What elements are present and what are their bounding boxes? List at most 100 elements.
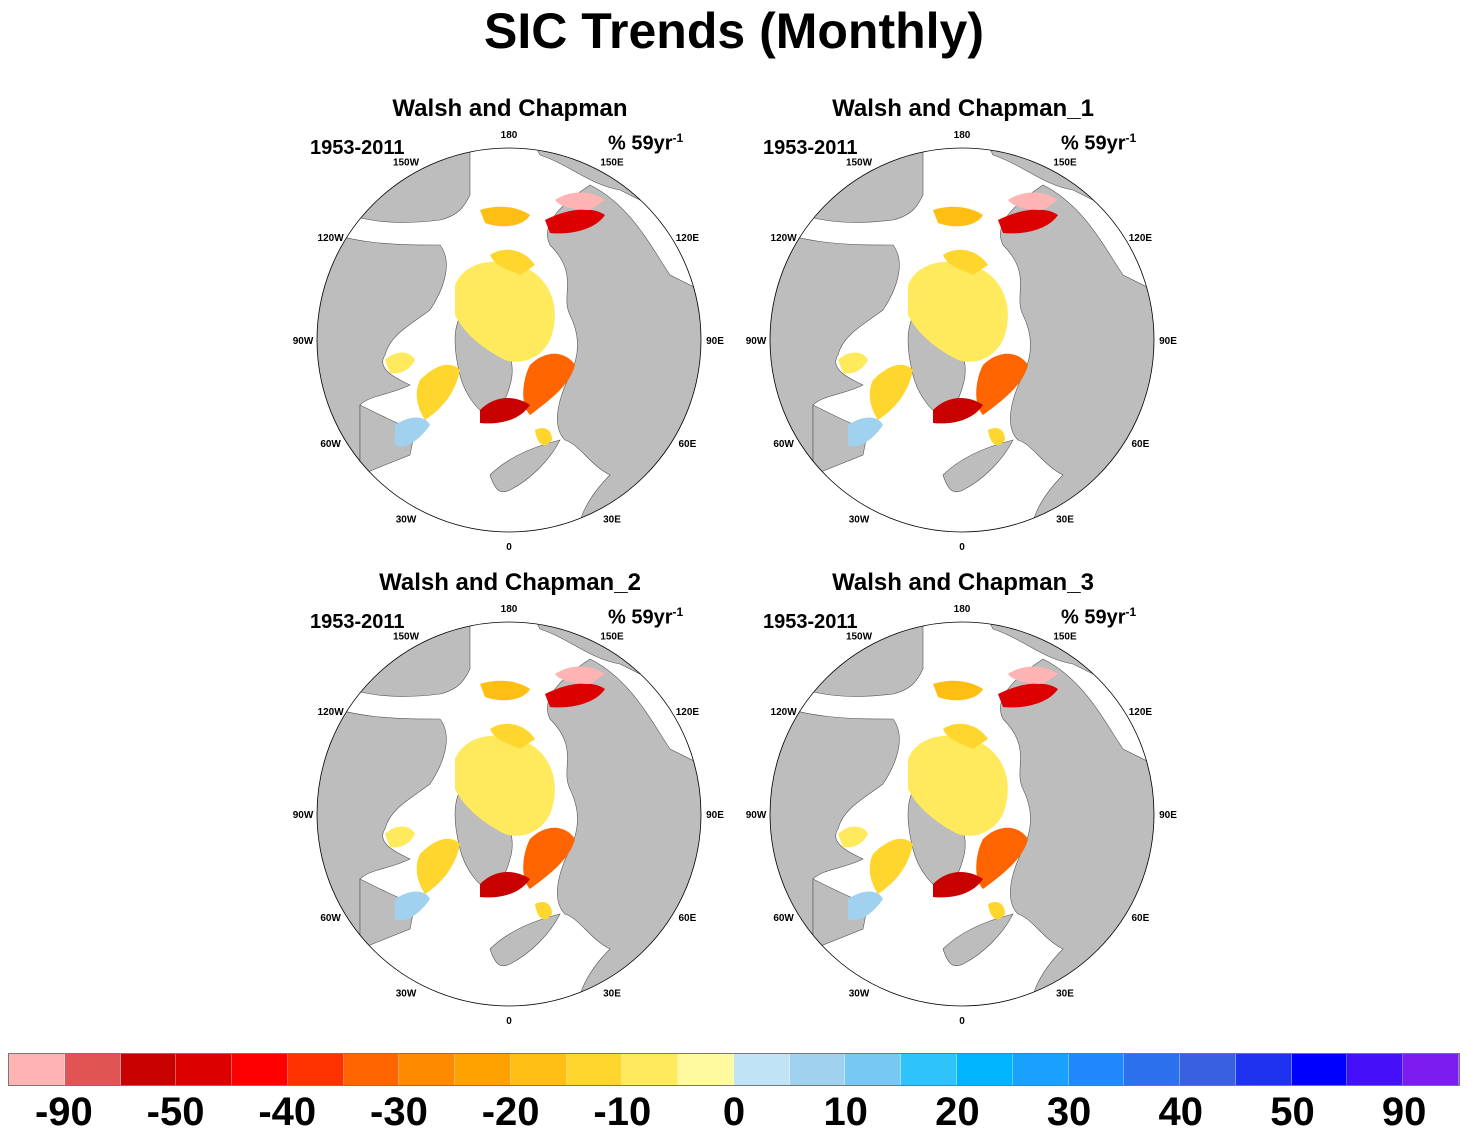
barents-kara-trend bbox=[523, 353, 575, 415]
greenland-sea-trend bbox=[933, 398, 983, 424]
map-panel: 180 150E 120E 90E 60E 30E 0 30W 60W 90W 120W 150W W… bbox=[290, 95, 730, 555]
baffin-bay-trend bbox=[869, 364, 913, 420]
colorbar-box bbox=[1180, 1054, 1236, 1085]
chukchi-ice-trend bbox=[933, 206, 983, 227]
colorbar-tick-label: -10 bbox=[593, 1090, 652, 1134]
longitude-label: 60E bbox=[679, 913, 697, 924]
east-siberian-trend bbox=[1008, 666, 1058, 684]
greenland-sea-trend bbox=[933, 872, 983, 898]
units-label: % 59yr-1 bbox=[608, 131, 684, 155]
longitude-label: 60E bbox=[1132, 913, 1150, 924]
units-label: % 59yr-1 bbox=[1061, 605, 1137, 629]
colorbar-tick-label: 40 bbox=[1158, 1090, 1204, 1134]
longitude-label: 150E bbox=[1053, 632, 1077, 643]
colorbar-box bbox=[1068, 1054, 1125, 1085]
colorbar-tick-label: -50 bbox=[146, 1090, 205, 1134]
map-content bbox=[770, 622, 1154, 1006]
longitude-label: 30W bbox=[849, 514, 870, 525]
colorbar-box bbox=[232, 1054, 288, 1085]
longitude-label: 90E bbox=[706, 336, 724, 347]
longitude-label: 150W bbox=[846, 632, 873, 643]
colorbar-box bbox=[622, 1054, 679, 1085]
colorbar-box bbox=[1012, 1054, 1069, 1085]
colorbar-box bbox=[678, 1054, 734, 1085]
colorbar-tick-label: 30 bbox=[1046, 1090, 1092, 1134]
colorbar-tick-label: -30 bbox=[370, 1090, 428, 1134]
longitude-label: 60W bbox=[773, 439, 794, 450]
longitude-label: 90W bbox=[746, 336, 767, 347]
east-siberian-trend bbox=[555, 666, 605, 684]
map-panel: 180 150E 120E 90E 60E 30E 0 30W 60W 90W 120W 150W W… bbox=[290, 569, 730, 1029]
longitude-label: 0 bbox=[959, 542, 965, 553]
siberian-shelf-trend bbox=[998, 209, 1058, 234]
colorbar-box bbox=[1124, 1054, 1181, 1085]
central-arctic-ice-trend bbox=[908, 261, 1008, 362]
map-content bbox=[317, 622, 701, 1006]
longitude-label: 30W bbox=[849, 988, 870, 999]
hudson-bay-trend bbox=[385, 352, 415, 374]
longitude-label: 180 bbox=[501, 604, 518, 615]
baltic-sea-trend bbox=[535, 428, 552, 446]
longitude-label: 180 bbox=[954, 604, 971, 615]
colorbar-box bbox=[1235, 1054, 1292, 1085]
colorbar-tick-label: -20 bbox=[481, 1090, 540, 1134]
longitude-label: 60W bbox=[320, 913, 341, 924]
longitude-label: 90W bbox=[746, 810, 767, 821]
polar-map: 180 150E 120E 90E 60E 30E 0 30W 60W 90W 120W 150W bbox=[293, 130, 725, 553]
colorbar-box bbox=[901, 1054, 958, 1085]
period-label: 1953-2011 bbox=[310, 611, 405, 633]
longitude-label: 120W bbox=[318, 707, 345, 718]
labrador-sea-trend bbox=[395, 891, 430, 921]
chukchi-ice-trend bbox=[480, 206, 530, 227]
colorbar-box bbox=[510, 1054, 567, 1085]
hudson-bay-trend bbox=[385, 826, 415, 848]
longitude-label: 150E bbox=[600, 632, 624, 643]
longitude-label: 120E bbox=[1129, 233, 1153, 244]
colorbar-box bbox=[957, 1054, 1013, 1085]
colorbar-tick-label: -90 bbox=[34, 1090, 93, 1134]
chukchi-ice-trend bbox=[480, 680, 530, 701]
map-content bbox=[317, 148, 701, 532]
colorbar-tick-label: 50 bbox=[1270, 1090, 1315, 1134]
central-arctic-ice-trend bbox=[908, 735, 1008, 836]
longitude-label: 150E bbox=[600, 158, 624, 169]
baltic-sea-trend bbox=[988, 428, 1005, 446]
baltic-sea-trend bbox=[988, 902, 1005, 920]
polar-map: 180 150E 120E 90E 60E 30E 0 30W 60W 90W 120W 150W bbox=[293, 604, 725, 1027]
colorbar-box bbox=[287, 1054, 344, 1085]
longitude-label: 60W bbox=[320, 439, 341, 450]
colorbar-tick-label: 20 bbox=[935, 1090, 980, 1134]
map-boundary bbox=[769, 147, 1155, 533]
longitude-label: 180 bbox=[954, 130, 971, 141]
barents-kara-trend bbox=[976, 827, 1028, 889]
barents-kara-trend bbox=[523, 827, 575, 889]
panel-title: Walsh and Chapman bbox=[392, 95, 628, 122]
longitude-label: 180 bbox=[501, 130, 518, 141]
colorbar-labels: -90 -50 -40 -30 -20 -10 0 10 20 30 40 50 90 bbox=[8, 1090, 1460, 1135]
longitude-label: 30W bbox=[396, 988, 417, 999]
hudson-bay-trend bbox=[838, 352, 868, 374]
hudson-bay-trend bbox=[838, 826, 868, 848]
map-content bbox=[770, 148, 1154, 532]
longitude-label: 60E bbox=[679, 439, 697, 450]
scandinavia-landmass bbox=[942, 439, 1014, 493]
period-label: 1953-2011 bbox=[310, 137, 405, 159]
colorbar-box bbox=[120, 1054, 177, 1085]
chukchi-ice-trend bbox=[933, 680, 983, 701]
colorbar-box bbox=[789, 1054, 846, 1085]
colorbar-box bbox=[733, 1054, 790, 1085]
baffin-bay-trend bbox=[416, 364, 460, 420]
scandinavia-landmass bbox=[489, 439, 561, 493]
greenland-sea-trend bbox=[480, 398, 530, 424]
colorbar-tick-label: -40 bbox=[258, 1090, 317, 1134]
scandinavia-landmass bbox=[489, 913, 561, 967]
colorbar-box bbox=[9, 1054, 65, 1085]
map-boundary bbox=[316, 621, 702, 1007]
colorbar-box bbox=[399, 1054, 456, 1085]
longitude-label: 120W bbox=[771, 707, 798, 718]
longitude-label: 90E bbox=[1159, 336, 1177, 347]
period-label: 1953-2011 bbox=[763, 137, 858, 159]
map-boundary bbox=[769, 621, 1155, 1007]
colorbar-tick-label: 90 bbox=[1381, 1090, 1427, 1134]
map-boundary bbox=[316, 147, 702, 533]
